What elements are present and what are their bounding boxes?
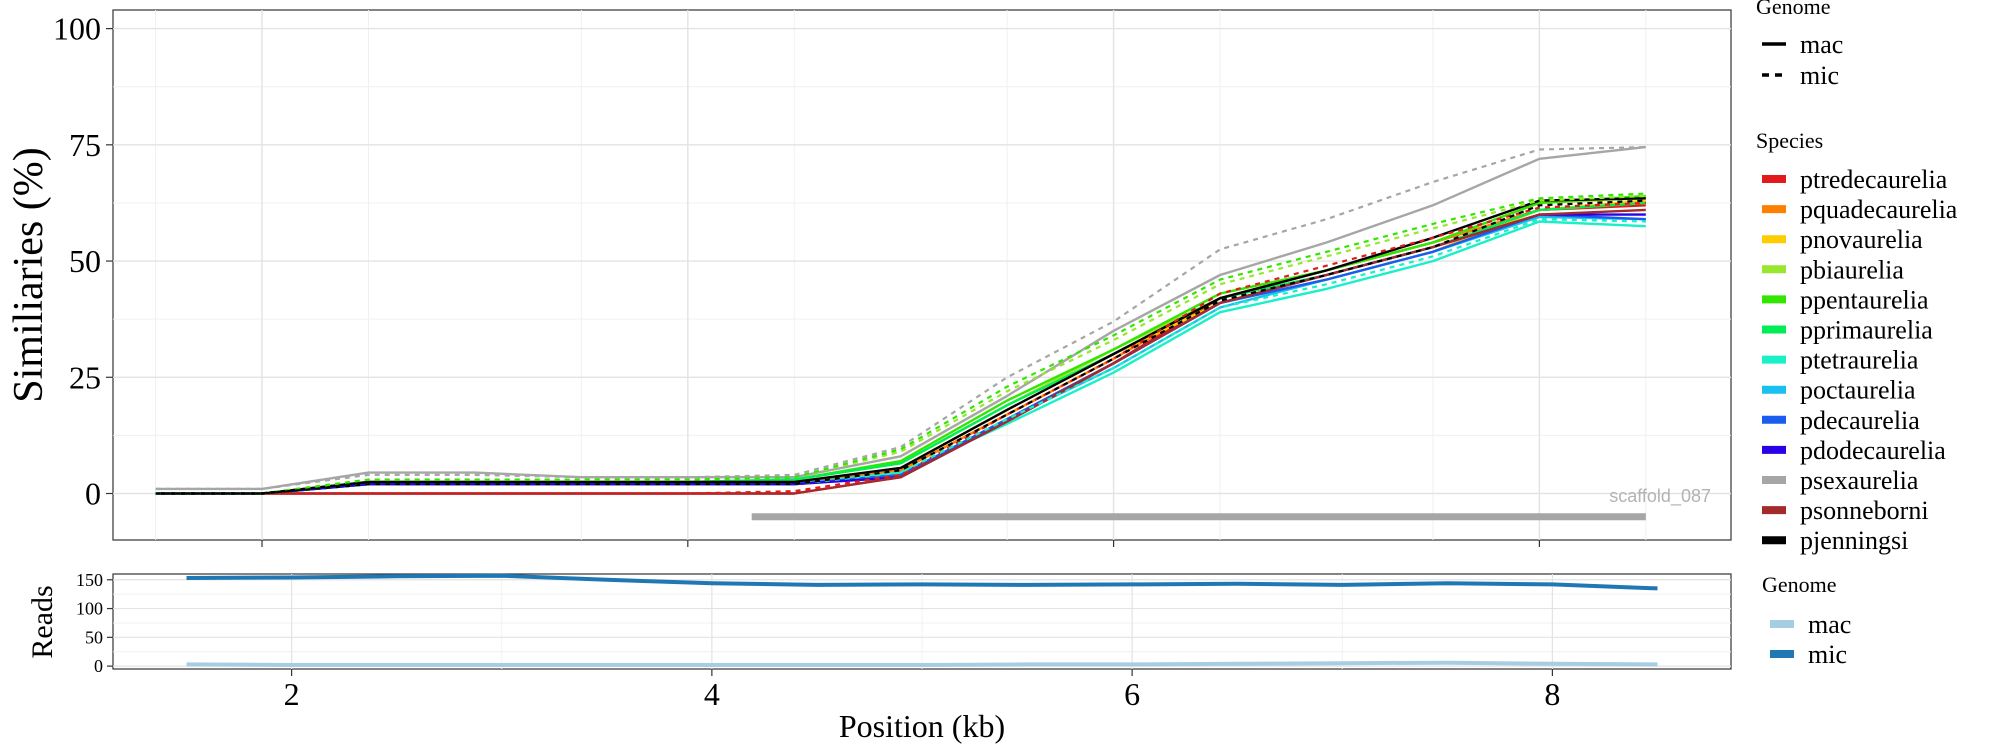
legend-label-pbiaurelia: pbiaurelia	[1800, 255, 1904, 284]
y-tick-label: 75	[69, 127, 101, 163]
y-tick-label: 150	[76, 570, 103, 590]
x-tick-label: 4	[704, 676, 720, 712]
legend-genome: Genome mac mic	[1756, 0, 1843, 90]
legend-label-pjenningsi: pjenningsi	[1800, 526, 1908, 555]
reads-line-mic	[186, 573, 1658, 591]
similarity-y-ticks: 0 25 50 75 100	[53, 11, 113, 512]
legend-reads-label-mic: mic	[1808, 640, 1847, 669]
y-tick-label: 100	[53, 11, 101, 47]
y-tick-label: 50	[69, 243, 101, 279]
reads-y-ticks: 0 50 100 150	[76, 570, 113, 676]
x-tick-label: 6	[1124, 676, 1140, 712]
y-tick-label: 0	[94, 656, 103, 676]
legend-label-ptredecaurelia: ptredecaurelia	[1800, 165, 1948, 194]
y-tick-label: 25	[69, 359, 101, 395]
similarity-plot-area	[112, 9, 1732, 541]
series-line-pjenningsi-mac	[155, 197, 1646, 495]
series-line-pbiaurelia-mic	[155, 194, 1646, 495]
scaffold-label: scaffold_087	[1609, 486, 1711, 507]
legend-label-psonneborni: psonneborni	[1800, 496, 1929, 525]
reads-panel: 0 50 100 150 2 4 6 8 Reads Position (kb)	[26, 570, 1732, 744]
legend-genome-title: Genome	[1756, 0, 1831, 19]
series-line-ppentaurelia-mic	[155, 192, 1646, 495]
legend-label-pdecaurelia: pdecaurelia	[1800, 406, 1920, 435]
legend-genome-mac-label: mac	[1800, 30, 1843, 59]
legend-species-title: Species	[1756, 128, 1823, 153]
reads-line-mac	[186, 660, 1658, 667]
series-line-pjenningsi-mic	[155, 199, 1646, 495]
series-line-psexaurelia-mac	[155, 145, 1646, 491]
legend-label-pquadecaurelia: pquadecaurelia	[1800, 195, 1958, 224]
legend-reads-label-mac: mac	[1808, 610, 1851, 639]
legend-label-ppentaurelia: ppentaurelia	[1800, 285, 1929, 314]
reads-x-ticks: 2 4 6 8	[284, 669, 1560, 712]
y-tick-label: 50	[85, 627, 103, 647]
x-tick-label: 8	[1544, 676, 1560, 712]
legend-genome-mic-label: mic	[1800, 61, 1839, 90]
legend-reads-title: Genome	[1762, 572, 1837, 597]
legend-label-pdodecaurelia: pdodecaurelia	[1800, 436, 1946, 465]
similarity-panel: scaffold_087 0 25 50 75 100 Similiaries (%)	[6, 9, 1732, 547]
x-tick-label: 2	[284, 676, 300, 712]
legend-label-pnovaurelia: pnovaurelia	[1800, 225, 1923, 254]
y-tick-label: 0	[85, 476, 101, 512]
legend-species: Species ptredecaureliapquadecaureliapnov…	[1756, 128, 1958, 555]
similarity-series	[155, 145, 1646, 495]
legend-label-poctaurelia: poctaurelia	[1800, 376, 1916, 405]
similarity-x-tick-marks	[261, 540, 1540, 547]
legend-label-ptetraurelia: ptetraurelia	[1800, 346, 1919, 375]
x-axis-label: Position (kb)	[839, 708, 1005, 744]
legend-label-pprimaurelia: pprimaurelia	[1800, 316, 1933, 345]
reads-y-axis-label: Reads	[26, 585, 59, 658]
similarity-y-axis-label: Similiaries (%)	[6, 147, 52, 402]
scaffold-track: scaffold_087	[751, 486, 1711, 521]
reads-series	[186, 573, 1658, 667]
series-line-psexaurelia-mic	[155, 146, 1646, 490]
legend-label-psexaurelia: psexaurelia	[1800, 466, 1919, 495]
similarity-gridlines	[113, 10, 1731, 540]
y-tick-label: 100	[76, 599, 103, 619]
